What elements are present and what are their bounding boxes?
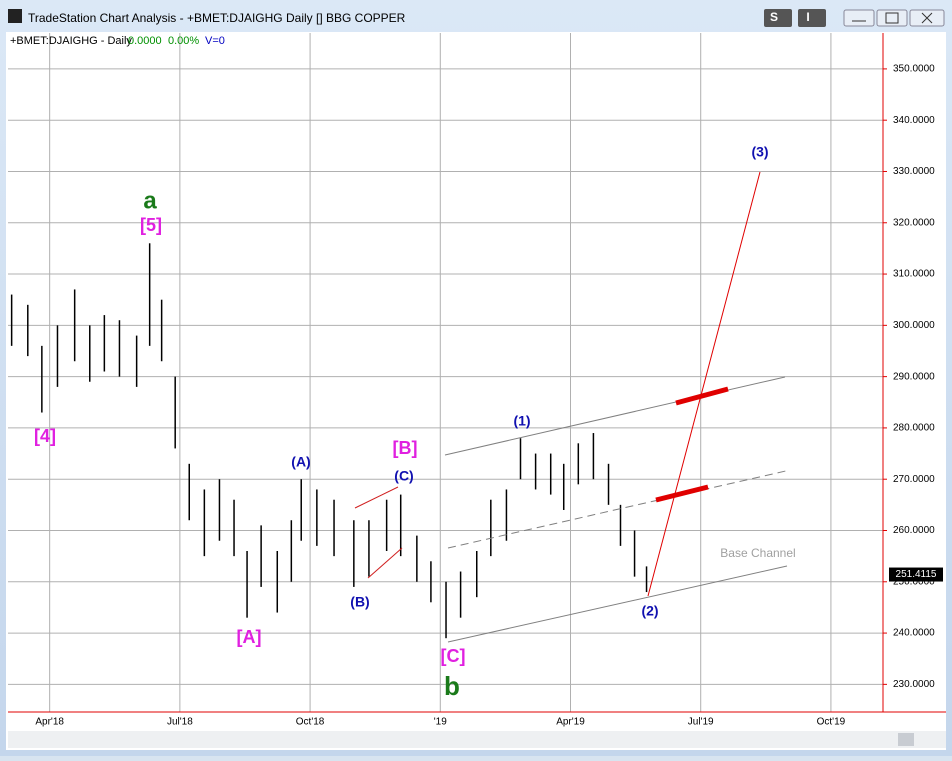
x-tick-label: Jul'19: [688, 717, 714, 728]
wave-label: Base Channel: [720, 546, 795, 560]
y-tick-label: 230.0000: [893, 679, 935, 690]
change-pct: 0.00%: [168, 35, 199, 47]
change: 0.0000: [128, 35, 162, 47]
wave-label: (3): [751, 144, 768, 160]
drawings: [354, 171, 791, 643]
wedge-upper: [354, 486, 399, 509]
target-zone: [655, 484, 709, 503]
scroll-thumb[interactable]: [898, 733, 914, 746]
x-tick-label: Jul'18: [167, 717, 193, 728]
last-price-box: [889, 567, 943, 582]
target-zone: [675, 386, 729, 406]
wave-label: (B): [350, 594, 369, 610]
x-tick-label: '19: [434, 717, 447, 728]
i-button[interactable]: [798, 9, 826, 27]
s-button-label: S: [770, 10, 778, 24]
x-tick-label: Oct'19: [817, 717, 846, 728]
y-tick-label: 320.0000: [893, 217, 935, 228]
volume: V=0: [205, 35, 225, 47]
window-title: TradeStation Chart Analysis - +BMET:DJAI…: [28, 11, 406, 25]
channel-middle: [447, 469, 791, 549]
x-tick-label: Apr'19: [556, 717, 585, 728]
y-tick-label: 340.0000: [893, 115, 935, 126]
y-tick-label: 280.0000: [893, 423, 935, 434]
wave-label: b: [444, 671, 460, 701]
wave-label: (A): [291, 454, 310, 470]
wedge-lower: [367, 547, 403, 579]
s-button[interactable]: [764, 9, 792, 27]
y-tick-label: 350.0000: [893, 64, 935, 75]
last-price: 251.4115: [896, 569, 937, 580]
y-tick-label: 240.0000: [893, 628, 935, 639]
wave-label: (C): [394, 468, 413, 484]
x-tick-label: Apr'18: [35, 717, 64, 728]
i-button-label: I: [806, 10, 809, 24]
y-tick-label: 300.0000: [893, 320, 935, 331]
y-tick-label: 290.0000: [893, 371, 935, 382]
plot: [8, 33, 883, 712]
y-tick-label: 330.0000: [893, 166, 935, 177]
wave-label: (2): [641, 603, 658, 619]
wave-label: [4]: [34, 426, 56, 446]
minimize-button[interactable]: [843, 9, 875, 27]
chart-window: [6, 32, 946, 750]
wave-label: [B]: [393, 438, 418, 458]
wave-label: a: [143, 187, 157, 214]
window-control-icons: [852, 12, 933, 24]
y-tick-label: 260.0000: [893, 525, 935, 536]
y-tick-label: 270.0000: [893, 474, 935, 485]
y-tick-label: 250.0000: [893, 576, 935, 587]
app-icon: [8, 9, 22, 23]
maximize-button[interactable]: [876, 9, 908, 27]
symbol: +BMET:DJAIGHG - Daily: [10, 35, 132, 47]
scrollbar[interactable]: [8, 731, 946, 748]
wave-label: [C]: [441, 646, 466, 666]
channel-upper: [444, 376, 786, 456]
x-tick-label: Oct'18: [296, 717, 325, 728]
wave-label: [A]: [237, 627, 262, 647]
wave-label: [5]: [140, 215, 162, 235]
channel-lower: [447, 565, 788, 643]
target-line: [647, 171, 761, 597]
wave-label: (1): [513, 413, 530, 429]
y-tick-label: 310.0000: [893, 269, 935, 280]
